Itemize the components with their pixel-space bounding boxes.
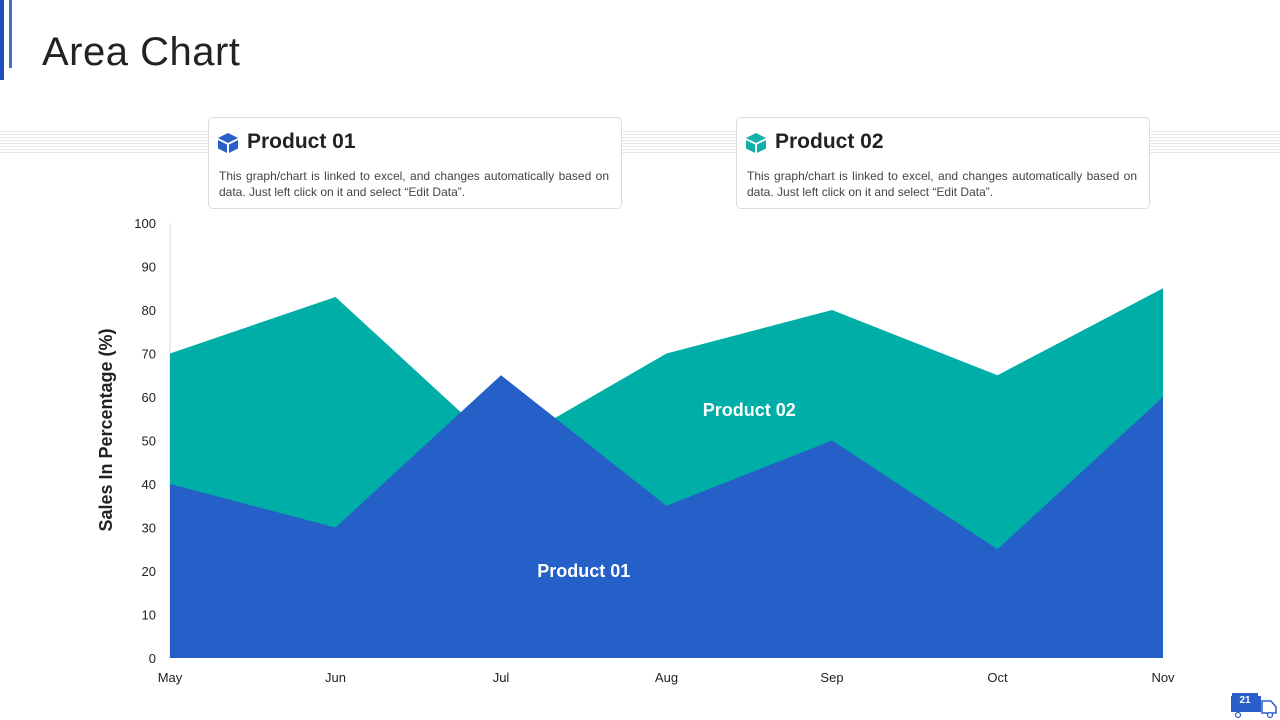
y-tick-label: 40 [142,477,156,492]
y-tick-label: 10 [142,608,156,623]
product-01-card: Product 01 This graph/chart is linked to… [208,117,622,209]
x-tick-label: Oct [987,670,1008,685]
y-tick-label: 80 [142,303,156,318]
box-icon [746,133,766,153]
y-tick-label: 0 [149,651,156,666]
box-icon [218,133,238,153]
series-label: Product 01 [537,561,630,581]
page-number: 21 [1232,693,1258,709]
x-tick-label: Sep [820,670,843,685]
card-title: Product 02 [775,130,884,153]
y-tick-label: 60 [142,390,156,405]
title-accent-bar [0,0,4,80]
product-02-card: Product 02 This graph/chart is linked to… [736,117,1150,209]
y-tick-label: 30 [142,521,156,536]
series-area-1 [170,375,1163,658]
y-tick-label: 20 [142,564,156,579]
y-tick-label: 90 [142,260,156,275]
y-axis-label: Sales In Percentage (%) [96,328,116,531]
y-tick-label: 50 [142,434,156,449]
x-tick-label: Jul [493,670,510,685]
title-accent-bar-light [9,0,12,68]
x-tick-label: Aug [655,670,678,685]
y-tick-label: 70 [142,347,156,362]
x-tick-label: May [158,670,183,685]
x-tick-label: Nov [1151,670,1175,685]
card-text: This graph/chart is linked to excel, and… [747,169,1137,199]
x-tick-label: Jun [325,670,346,685]
y-tick-label: 100 [134,216,156,231]
card-text: This graph/chart is linked to excel, and… [219,169,609,199]
series-label: Product 02 [703,400,796,420]
slide-title: Area Chart [42,30,241,74]
card-title: Product 01 [247,130,356,153]
